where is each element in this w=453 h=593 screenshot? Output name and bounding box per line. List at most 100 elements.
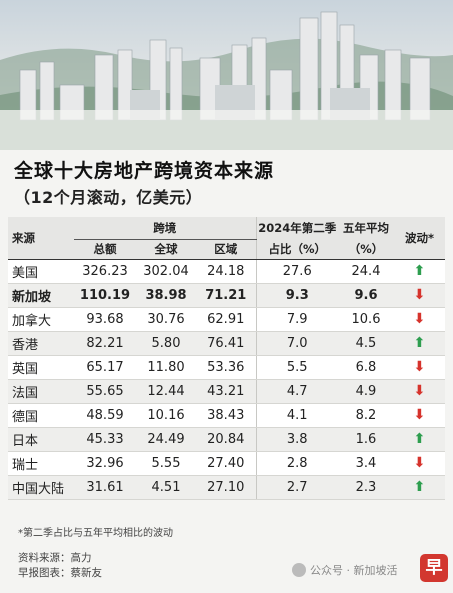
cell-q2-share: 4.7 [255, 379, 338, 404]
cell-fluctuation: ⬆ [394, 259, 445, 284]
cell-total: 31.61 [74, 475, 136, 500]
header-fluctuation: 波动* [394, 217, 445, 260]
cell-fluctuation: ⬆ [394, 427, 445, 452]
source-line: 资料来源：高力 [18, 552, 92, 564]
table-body: 美国 326.23 302.04 24.18 27.6 24.4 ⬆ 新加坡 110.19 38.… [8, 259, 445, 500]
cell-regional: 38.43 [196, 403, 256, 428]
cell-five-year-avg: 1.6 [338, 427, 394, 452]
header-cross-border: 跨境 [74, 217, 256, 240]
row-name: 加拿大 [8, 307, 74, 332]
cell-regional: 71.21 [196, 283, 256, 308]
cell-five-year-avg: 4.9 [338, 379, 394, 404]
watermark: 公众号 · 新加坡活 [292, 562, 398, 578]
page-title: 全球十大房地产跨境资本来源 [14, 160, 275, 182]
cell-q2-share: 2.7 [255, 475, 338, 500]
cell-five-year-avg: 2.3 [338, 475, 394, 500]
table-row: 香港 82.21 5.80 76.41 7.0 4.5 ⬆ [8, 331, 445, 356]
table-row: 法国 55.65 12.44 43.21 4.7 4.9 ⬇ [8, 379, 445, 404]
cell-total: 55.65 [74, 379, 136, 404]
cell-global: 24.49 [136, 427, 196, 452]
cell-global: 38.98 [136, 283, 196, 308]
header-five-year-line2: （%） [338, 239, 394, 260]
row-name: 美国 [8, 259, 74, 284]
table-row: 德国 48.59 10.16 38.43 4.1 8.2 ⬇ [8, 403, 445, 428]
cell-regional: 24.18 [196, 259, 256, 284]
cell-global: 5.55 [136, 451, 196, 476]
cell-global: 10.16 [136, 403, 196, 428]
cell-global: 5.80 [136, 331, 196, 356]
row-name: 香港 [8, 331, 74, 356]
cell-five-year-avg: 10.6 [338, 307, 394, 332]
cell-five-year-avg: 4.5 [338, 331, 394, 356]
cell-global: 12.44 [136, 379, 196, 404]
cell-total: 110.19 [74, 283, 136, 308]
cell-global: 302.04 [136, 259, 196, 284]
cell-total: 45.33 [74, 427, 136, 452]
skyline-photo [0, 0, 453, 150]
table-row: 加拿大 93.68 30.76 62.91 7.9 10.6 ⬇ [8, 307, 445, 332]
cell-fluctuation: ⬇ [394, 283, 445, 308]
cell-fluctuation: ⬆ [394, 475, 445, 500]
cell-regional: 43.21 [196, 379, 256, 404]
down-arrow-icon: ⬇ [413, 358, 426, 375]
table-row: 中国大陆 31.61 4.51 27.10 2.7 2.3 ⬆ [8, 475, 445, 500]
cell-total: 326.23 [74, 259, 136, 284]
cell-regional: 76.41 [196, 331, 256, 356]
cell-q2-share: 9.3 [255, 283, 338, 308]
cell-five-year-avg: 6.8 [338, 355, 394, 380]
up-arrow-icon: ⬆ [413, 478, 426, 495]
down-arrow-icon: ⬇ [413, 454, 426, 471]
row-name: 英国 [8, 355, 74, 380]
header-five-year-line1: 五年平均 [338, 217, 394, 239]
cell-q2-share: 7.0 [255, 331, 338, 356]
header-q2-share-line1: 2024年第二季 [255, 217, 338, 239]
cell-total: 48.59 [74, 403, 136, 428]
cell-q2-share: 5.5 [255, 355, 338, 380]
cell-regional: 53.36 [196, 355, 256, 380]
table-row: 美国 326.23 302.04 24.18 27.6 24.4 ⬆ [8, 259, 445, 284]
cell-global: 4.51 [136, 475, 196, 500]
row-name: 新加坡 [8, 283, 74, 308]
cell-total: 32.96 [74, 451, 136, 476]
cell-fluctuation: ⬇ [394, 379, 445, 404]
header-total: 总额 [74, 239, 136, 260]
cell-total: 93.68 [74, 307, 136, 332]
cell-total: 82.21 [74, 331, 136, 356]
footnote: *第二季占比与五年平均相比的波动 [18, 528, 173, 539]
cell-q2-share: 3.8 [255, 427, 338, 452]
cell-regional: 20.84 [196, 427, 256, 452]
up-arrow-icon: ⬆ [413, 262, 426, 279]
header-q2-share-line2: 占比（%） [255, 239, 338, 260]
cell-fluctuation: ⬇ [394, 403, 445, 428]
cell-five-year-avg: 9.6 [338, 283, 394, 308]
data-table: 来源 跨境 2024年第二季 五年平均 波动* 总额 全球 区域 占比（%） （… [8, 217, 445, 500]
row-name: 中国大陆 [8, 475, 74, 500]
cell-regional: 27.10 [196, 475, 256, 500]
cell-regional: 27.40 [196, 451, 256, 476]
table-row: 日本 45.33 24.49 20.84 3.8 1.6 ⬆ [8, 427, 445, 452]
cell-q2-share: 2.8 [255, 451, 338, 476]
row-name: 德国 [8, 403, 74, 428]
wechat-icon [292, 563, 306, 577]
table-row: 英国 65.17 11.80 53.36 5.5 6.8 ⬇ [8, 355, 445, 380]
source-credits: 资料来源：高力 早报图表：蔡新友 [18, 551, 102, 581]
row-name: 瑞士 [8, 451, 74, 476]
cell-regional: 62.91 [196, 307, 256, 332]
cell-fluctuation: ⬇ [394, 355, 445, 380]
row-name: 法国 [8, 379, 74, 404]
zaobao-logo: 早 [420, 554, 448, 582]
page-subtitle: （12个月滚动，亿美元） [14, 188, 203, 207]
cell-fluctuation: ⬇ [394, 307, 445, 332]
down-arrow-icon: ⬇ [413, 382, 426, 399]
cell-total: 65.17 [74, 355, 136, 380]
table-row: 瑞士 32.96 5.55 27.40 2.8 3.4 ⬇ [8, 451, 445, 476]
cell-q2-share: 4.1 [255, 403, 338, 428]
table-row: 新加坡 110.19 38.98 71.21 9.3 9.6 ⬇ [8, 283, 445, 308]
cell-global: 11.80 [136, 355, 196, 380]
cell-five-year-avg: 3.4 [338, 451, 394, 476]
cell-fluctuation: ⬇ [394, 451, 445, 476]
cell-q2-share: 27.6 [255, 259, 338, 284]
down-arrow-icon: ⬇ [413, 310, 426, 327]
cell-q2-share: 7.9 [255, 307, 338, 332]
row-name: 日本 [8, 427, 74, 452]
